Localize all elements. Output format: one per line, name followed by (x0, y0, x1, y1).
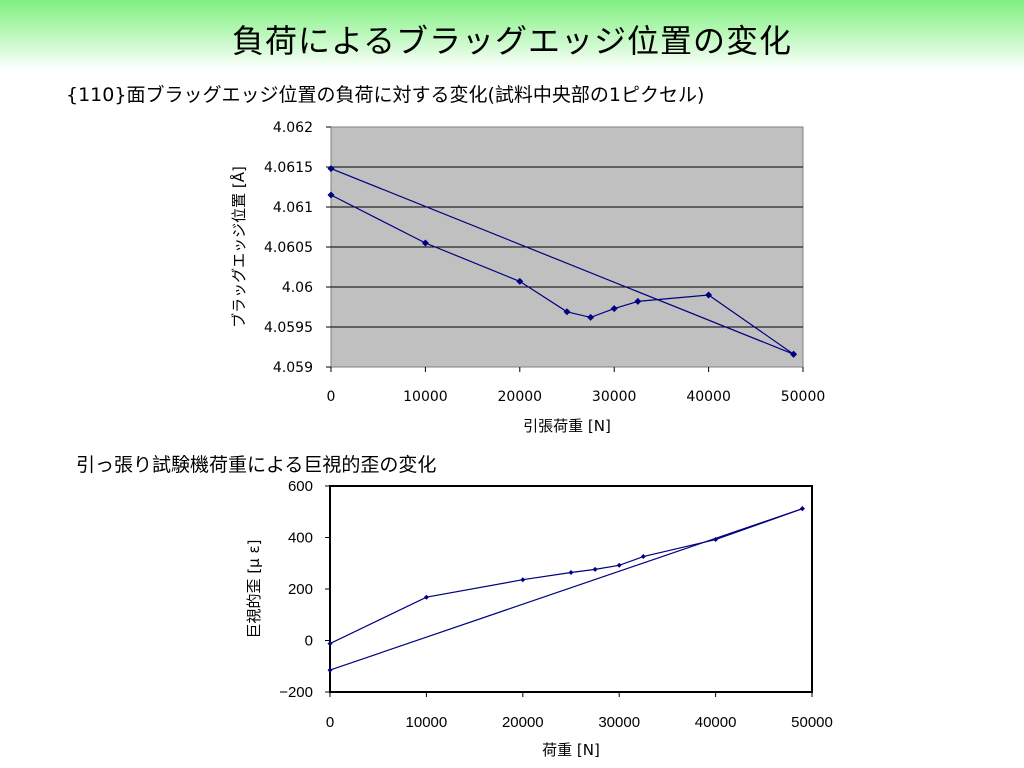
series-2-line (330, 168, 794, 355)
y-tick-label: 4.0615 (264, 160, 313, 176)
series-1-point (423, 594, 429, 600)
plot-area (329, 485, 813, 693)
y-tick-label: 4.062 (273, 120, 313, 136)
slide-title: 負荷によるブラッグエッジ位置の変化 (231, 22, 793, 60)
x-tick-label: 0 (326, 714, 334, 731)
series-2-line (329, 508, 803, 671)
y-axis-label: ブラッグエッジ位置 [Å] (229, 166, 248, 328)
x-tick-label: 20000 (502, 714, 544, 731)
x-tick-label: 50000 (781, 389, 826, 405)
x-tick-label: 50000 (791, 714, 833, 731)
series-1-point (610, 305, 618, 313)
y-tick-label: 4.059 (273, 360, 313, 376)
chart-2: 600 400 200 0 −200 0 10000 20000 30000 40000 50000… (245, 478, 833, 759)
series-1-point (640, 554, 646, 560)
y-axis-label: 巨視的歪 [μ ε] (245, 540, 263, 639)
x-tick-label: 20000 (498, 389, 543, 405)
y-tick-label: 4.06 (282, 280, 313, 296)
x-tick-label: 10000 (406, 714, 448, 731)
series-1-point (634, 297, 642, 305)
series-2-point (799, 506, 805, 512)
series-1-point (616, 562, 622, 568)
y-tick-label: 600 (288, 478, 313, 495)
series-2-point (327, 165, 335, 173)
series-1-point (520, 577, 526, 583)
x-tick-label: 30000 (592, 389, 637, 405)
y-tick-label: 4.0595 (264, 320, 313, 336)
series-2-point (327, 667, 333, 673)
series-1-point (327, 641, 333, 647)
chart2-heading: 引っ張り試験機荷重による巨視的歪の変化 (76, 454, 437, 476)
chart1-heading: {110}面ブラッグエッジ位置の負荷に対する変化(試料中央部の1ピクセル) (66, 84, 705, 106)
y-tick-label: 400 (288, 530, 313, 547)
series-1-point (563, 308, 571, 316)
chart-1: 4.062 4.0615 4.061 4.0605 4.06 4.0595 4.059 0 10… (229, 120, 825, 435)
y-tick-label: 0 (305, 633, 313, 650)
x-tick-label: 40000 (695, 714, 737, 731)
x-tick-label: 40000 (686, 389, 731, 405)
series-1-point (705, 291, 713, 299)
series-1-point (327, 191, 335, 199)
series-1-point (516, 277, 524, 285)
series-1-point (587, 313, 595, 321)
y-tick-label: 4.061 (273, 200, 313, 216)
y-tick-label: 200 (288, 581, 313, 598)
series-2-point (790, 350, 798, 358)
series-1-point (592, 566, 598, 572)
title-banner (0, 0, 1024, 70)
series-1-point (568, 570, 574, 576)
x-tick-label: 0 (327, 389, 336, 405)
x-axis-label: 荷重 [N] (542, 741, 600, 759)
x-axis-label: 引張荷重 [N] (523, 417, 611, 435)
x-tick-label: 10000 (403, 389, 448, 405)
y-tick-label: 4.0605 (264, 240, 313, 256)
y-tick-label: −200 (279, 684, 313, 701)
series-1-point (421, 239, 429, 247)
x-tick-label: 30000 (598, 714, 640, 731)
